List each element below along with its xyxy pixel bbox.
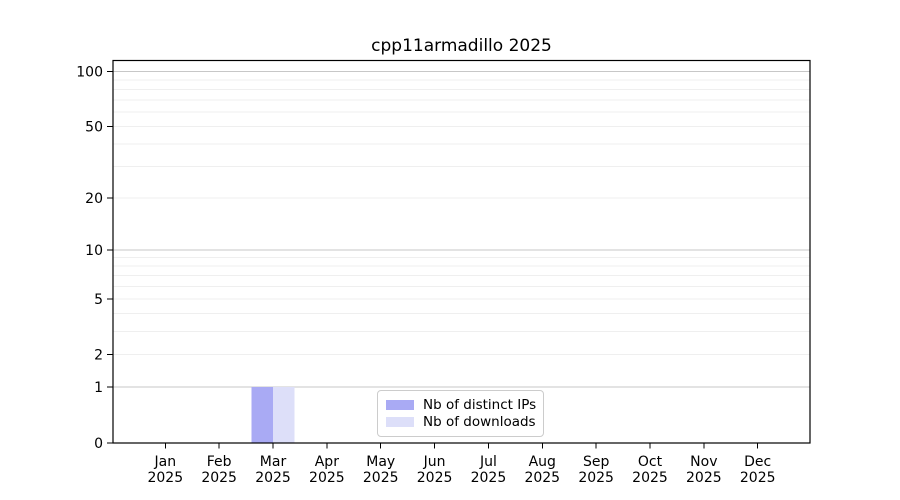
- x-tick-label-month: Feb: [207, 454, 232, 470]
- x-tick-label-year: 2025: [740, 470, 776, 486]
- y-tick-label: 50: [85, 120, 103, 136]
- x-tick-label-month: May: [366, 454, 395, 470]
- plot-border: [112, 59, 811, 444]
- x-tick-label-year: 2025: [417, 470, 453, 486]
- x-tick-label-month: Aug: [529, 454, 556, 470]
- x-tick-label-year: 2025: [578, 470, 614, 486]
- x-tick-label-year: 2025: [632, 470, 668, 486]
- x-tick-label-month: Jun: [423, 454, 446, 470]
- x-tick-label-year: 2025: [255, 470, 291, 486]
- y-tick-label: 0: [94, 436, 103, 452]
- x-tick-label-year: 2025: [363, 470, 399, 486]
- x-tick-label-month: Mar: [260, 454, 287, 470]
- y-tick-label: 2: [94, 348, 103, 364]
- x-tick-label-month: Jan: [154, 454, 177, 470]
- chart-title: cpp11armadillo 2025: [371, 36, 552, 56]
- plot-background: [113, 60, 810, 443]
- legend-item-distinct-ips: Nb of distinct IPs: [386, 397, 537, 414]
- x-tick-label-month: Nov: [690, 454, 717, 470]
- legend-label-distinct-ips: Nb of distinct IPs: [423, 397, 537, 414]
- legend: Nb of distinct IPs Nb of downloads: [377, 390, 544, 437]
- legend-swatch-distinct-ips: [386, 400, 414, 411]
- y-tick-label: 100: [76, 65, 103, 81]
- legend-swatch-downloads: [386, 416, 414, 427]
- x-tick-label-month: Apr: [315, 454, 339, 470]
- y-tick-label: 5: [94, 292, 103, 308]
- x-tick-label-year: 2025: [686, 470, 722, 486]
- y-tick-label: 1: [94, 380, 103, 396]
- x-tick-label-year: 2025: [524, 470, 560, 486]
- x-tick-label-year: 2025: [471, 470, 507, 486]
- y-tick-label: 20: [85, 191, 103, 207]
- x-tick-label-year: 2025: [309, 470, 345, 486]
- x-tick-label-month: Oct: [638, 454, 663, 470]
- bar: [251, 387, 274, 443]
- x-tick-label-month: Dec: [744, 454, 771, 470]
- x-tick-label-month: Sep: [583, 454, 610, 470]
- legend-item-downloads: Nb of downloads: [386, 413, 536, 430]
- x-tick-label-year: 2025: [147, 470, 183, 486]
- legend-label-downloads: Nb of downloads: [423, 413, 536, 430]
- bar: [273, 387, 295, 443]
- x-tick-label-month: Jul: [479, 454, 497, 470]
- x-tick-label-year: 2025: [201, 470, 237, 486]
- y-tick-label: 10: [85, 243, 103, 259]
